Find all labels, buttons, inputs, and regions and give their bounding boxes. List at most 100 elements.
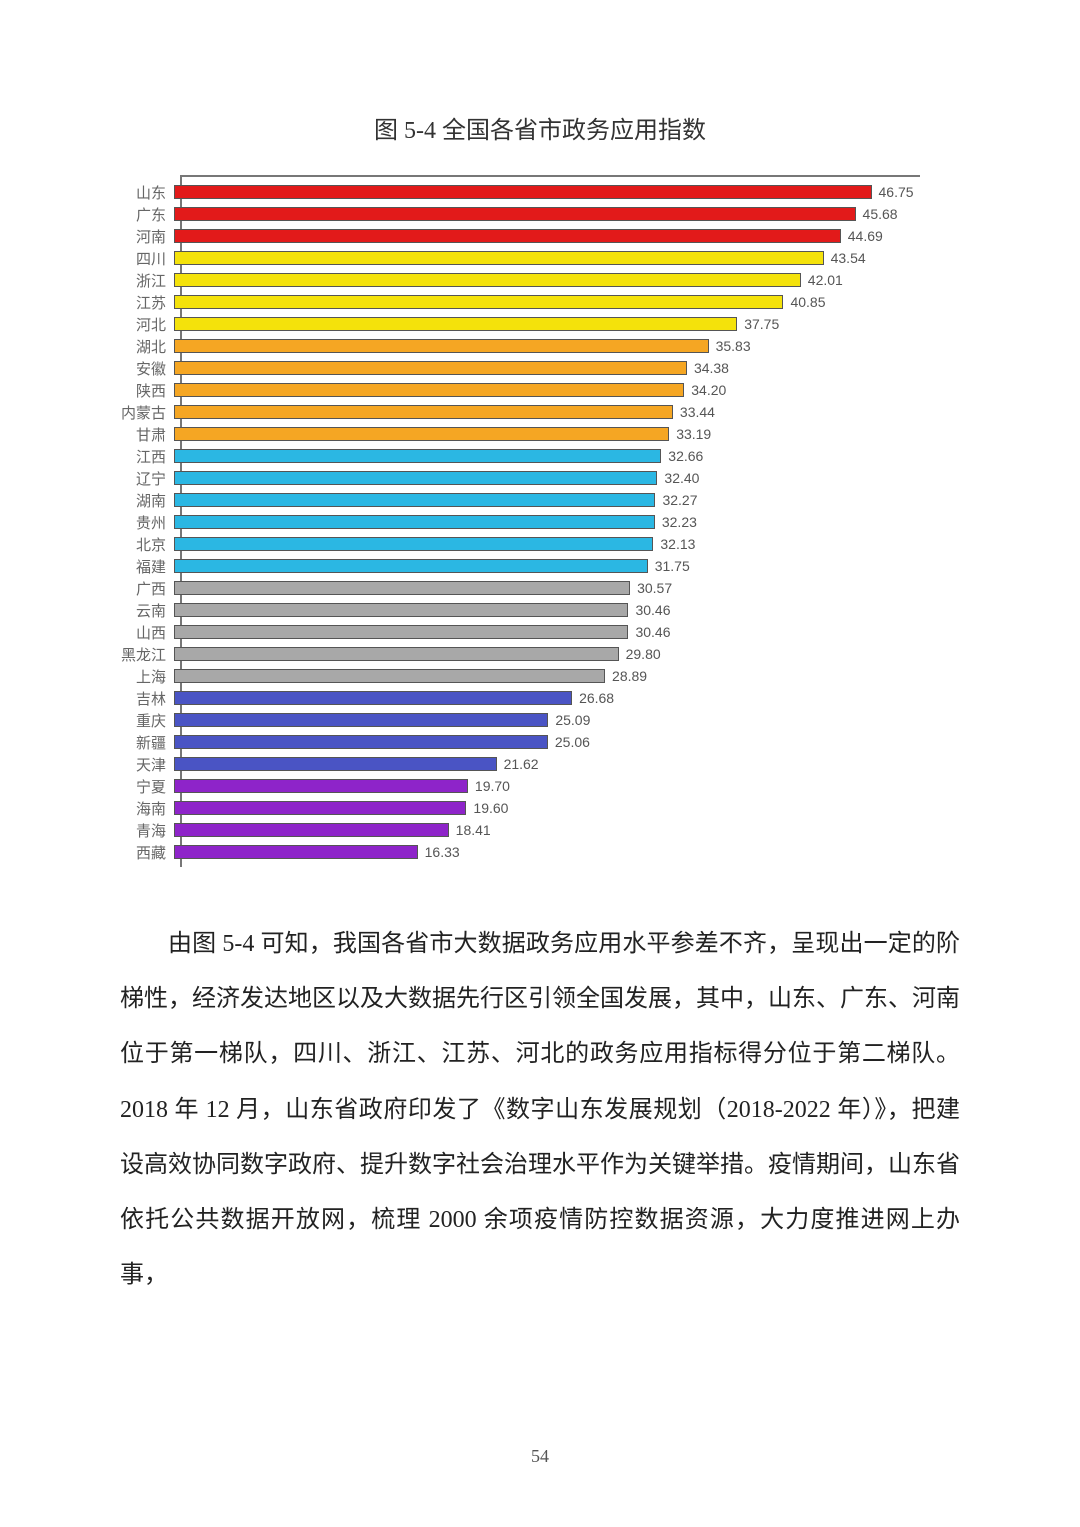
bar-fill: 33.19 (174, 427, 669, 441)
bar-label: 内蒙古 (108, 402, 174, 423)
bar-track: 45.68 (174, 207, 920, 221)
bar-label: 湖南 (108, 490, 174, 511)
bar-track: 31.75 (174, 559, 920, 573)
chart-title: 图 5-4 全国各省市政务应用指数 (120, 110, 960, 145)
bar-fill: 35.83 (174, 339, 709, 353)
bar-value: 42.01 (808, 272, 843, 288)
bar-label: 新疆 (108, 732, 174, 753)
bar-label: 江西 (108, 446, 174, 467)
bar-value: 25.06 (555, 734, 590, 750)
bar-label: 福建 (108, 556, 174, 577)
bar-label: 贵州 (108, 512, 174, 533)
bar-row: 安徽34.38 (182, 357, 920, 379)
bar-label: 上海 (108, 666, 174, 687)
bar-track: 30.46 (174, 603, 920, 617)
bar-track: 32.27 (174, 493, 920, 507)
bar-value: 30.46 (635, 624, 670, 640)
page-number: 54 (0, 1446, 1080, 1467)
bar-fill: 19.70 (174, 779, 468, 793)
bar-value: 32.23 (662, 514, 697, 530)
bar-label: 重庆 (108, 710, 174, 731)
bar-value: 33.19 (676, 426, 711, 442)
bar-fill: 31.75 (174, 559, 648, 573)
bar-value: 30.57 (637, 580, 672, 596)
bar-value: 35.83 (716, 338, 751, 354)
bar-row: 浙江42.01 (182, 269, 920, 291)
bar-value: 34.20 (691, 382, 726, 398)
bar-row: 云南30.46 (182, 599, 920, 621)
bar-track: 25.09 (174, 713, 920, 727)
bar-row: 北京32.13 (182, 533, 920, 555)
bar-track: 32.23 (174, 515, 920, 529)
bar-row: 甘肃33.19 (182, 423, 920, 445)
bar-label: 甘肃 (108, 424, 174, 445)
bar-fill: 33.44 (174, 405, 673, 419)
bar-fill: 30.46 (174, 603, 628, 617)
document-page: 图 5-4 全国各省市政务应用指数 山东46.75广东45.68河南44.69四… (0, 0, 1080, 1527)
bar-fill: 34.38 (174, 361, 687, 375)
bar-track: 33.19 (174, 427, 920, 441)
bar-track: 44.69 (174, 229, 920, 243)
bar-fill: 32.27 (174, 493, 655, 507)
bar-value: 25.09 (555, 712, 590, 728)
bar-value: 26.68 (579, 690, 614, 706)
bar-fill: 29.80 (174, 647, 619, 661)
bar-label: 湖北 (108, 336, 174, 357)
bar-fill: 32.66 (174, 449, 661, 463)
bar-value: 32.27 (662, 492, 697, 508)
bar-row: 内蒙古33.44 (182, 401, 920, 423)
bar-fill: 32.40 (174, 471, 657, 485)
bar-label: 宁夏 (108, 776, 174, 797)
bar-fill: 42.01 (174, 273, 801, 287)
bar-value: 32.40 (664, 470, 699, 486)
bar-fill: 45.68 (174, 207, 856, 221)
bar-label: 云南 (108, 600, 174, 621)
bar-label: 辽宁 (108, 468, 174, 489)
bar-value: 33.44 (680, 404, 715, 420)
bar-fill: 25.06 (174, 735, 548, 749)
bar-track: 46.75 (174, 185, 920, 199)
bar-value: 37.75 (744, 316, 779, 332)
bar-row: 四川43.54 (182, 247, 920, 269)
bar-track: 32.66 (174, 449, 920, 463)
bar-track: 21.62 (174, 757, 920, 771)
bar-label: 江苏 (108, 292, 174, 313)
bar-row: 湖北35.83 (182, 335, 920, 357)
bar-row: 天津21.62 (182, 753, 920, 775)
bar-row: 贵州32.23 (182, 511, 920, 533)
bar-fill: 18.41 (174, 823, 449, 837)
bar-track: 25.06 (174, 735, 920, 749)
body-text: 由图 5-4 可知，我国各省市大数据政务应用水平参差不齐，呈现出一定的阶梯性，经… (120, 917, 960, 1303)
bar-label: 山西 (108, 622, 174, 643)
bar-fill: 28.89 (174, 669, 605, 683)
bar-track: 19.60 (174, 801, 920, 815)
bar-track: 26.68 (174, 691, 920, 705)
bar-track: 35.83 (174, 339, 920, 353)
bar-label: 山东 (108, 182, 174, 203)
bar-label: 陕西 (108, 380, 174, 401)
bar-track: 19.70 (174, 779, 920, 793)
bar-label: 青海 (108, 820, 174, 841)
bar-label: 黑龙江 (108, 644, 174, 665)
bar-row: 湖南32.27 (182, 489, 920, 511)
bar-row: 宁夏19.70 (182, 775, 920, 797)
bar-value: 32.13 (660, 536, 695, 552)
bar-track: 18.41 (174, 823, 920, 837)
bar-fill: 19.60 (174, 801, 466, 815)
bar-label: 广东 (108, 204, 174, 225)
bar-row: 山东46.75 (182, 181, 920, 203)
bar-fill: 34.20 (174, 383, 684, 397)
bar-track: 34.20 (174, 383, 920, 397)
bar-value: 40.85 (790, 294, 825, 310)
bar-value: 19.60 (473, 800, 508, 816)
bar-track: 37.75 (174, 317, 920, 331)
bar-track: 34.38 (174, 361, 920, 375)
bar-fill: 37.75 (174, 317, 737, 331)
bar-track: 32.40 (174, 471, 920, 485)
bar-track: 28.89 (174, 669, 920, 683)
bar-fill: 30.57 (174, 581, 630, 595)
bar-value: 34.38 (694, 360, 729, 376)
paragraph: 由图 5-4 可知，我国各省市大数据政务应用水平参差不齐，呈现出一定的阶梯性，经… (120, 917, 960, 1303)
bar-row: 河北37.75 (182, 313, 920, 335)
bar-fill: 26.68 (174, 691, 572, 705)
